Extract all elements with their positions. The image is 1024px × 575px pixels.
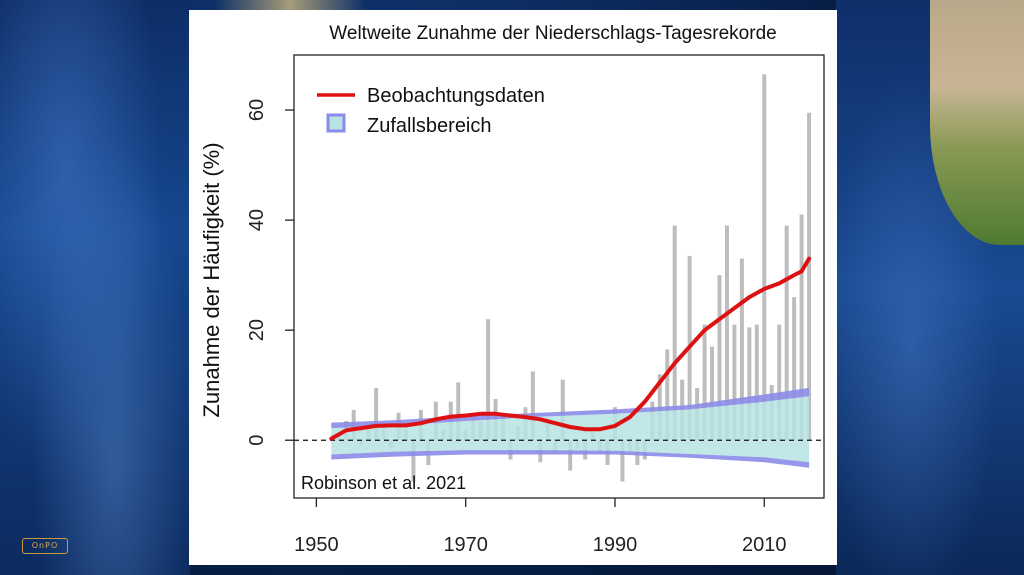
data-bar — [374, 387, 379, 441]
data-bar — [702, 324, 707, 441]
data-bar — [486, 319, 491, 441]
chart-panel: Weltweite Zunahme der Niederschlags-Tage… — [189, 10, 837, 565]
data-bar — [777, 324, 782, 441]
data-bar — [672, 225, 677, 441]
data-bar — [799, 214, 804, 441]
channel-logo: OnPO — [22, 538, 68, 554]
x-tick-label: 2010 — [742, 534, 787, 556]
plot-frame — [293, 54, 825, 499]
data-bar — [792, 297, 797, 441]
y-tick-label: 60 — [246, 99, 268, 121]
data-bar — [411, 440, 416, 482]
landmass-top — [215, 0, 365, 10]
y-axis-label: Zunahme der Häufigkeit (%) — [199, 142, 224, 417]
x-tick-label: 1990 — [593, 534, 638, 556]
data-bar — [732, 324, 737, 441]
data-bar — [568, 440, 573, 471]
x-tick-label: 1950 — [294, 534, 339, 556]
chart-title: Weltweite Zunahme der Niederschlags-Tage… — [329, 23, 776, 44]
y-tick-label: 40 — [246, 209, 268, 231]
y-tick-label: 0 — [246, 435, 268, 446]
data-bar — [739, 258, 744, 441]
chart-svg: Weltweite Zunahme der Niederschlags-Tage… — [199, 23, 825, 556]
data-bar — [456, 382, 461, 441]
data-bar — [530, 371, 535, 441]
data-bar — [665, 349, 670, 441]
band-fill — [331, 396, 810, 463]
data-bar — [807, 112, 812, 441]
data-bar — [710, 346, 715, 441]
band-lower-edge — [331, 450, 810, 468]
data-bar — [724, 225, 729, 441]
data-bar — [784, 225, 789, 441]
source-annotation: Robinson et al. 2021 — [301, 473, 466, 493]
globe-background-left — [0, 0, 190, 575]
legend-label-beobachtungsdaten: Beobachtungsdaten — [367, 85, 545, 107]
data-bar — [717, 275, 722, 441]
legend-band-swatch — [326, 113, 346, 133]
data-bar — [560, 379, 565, 441]
data-bar — [754, 324, 759, 441]
data-bar — [762, 74, 767, 441]
data-bar — [620, 440, 625, 482]
x-tick-label: 1970 — [443, 534, 488, 556]
legend-label-zufallsbereich: Zufallsbereich — [367, 115, 492, 137]
y-tick-label: 20 — [246, 319, 268, 341]
data-bar — [747, 327, 752, 441]
series-line-beobachtungsdaten — [329, 256, 812, 441]
